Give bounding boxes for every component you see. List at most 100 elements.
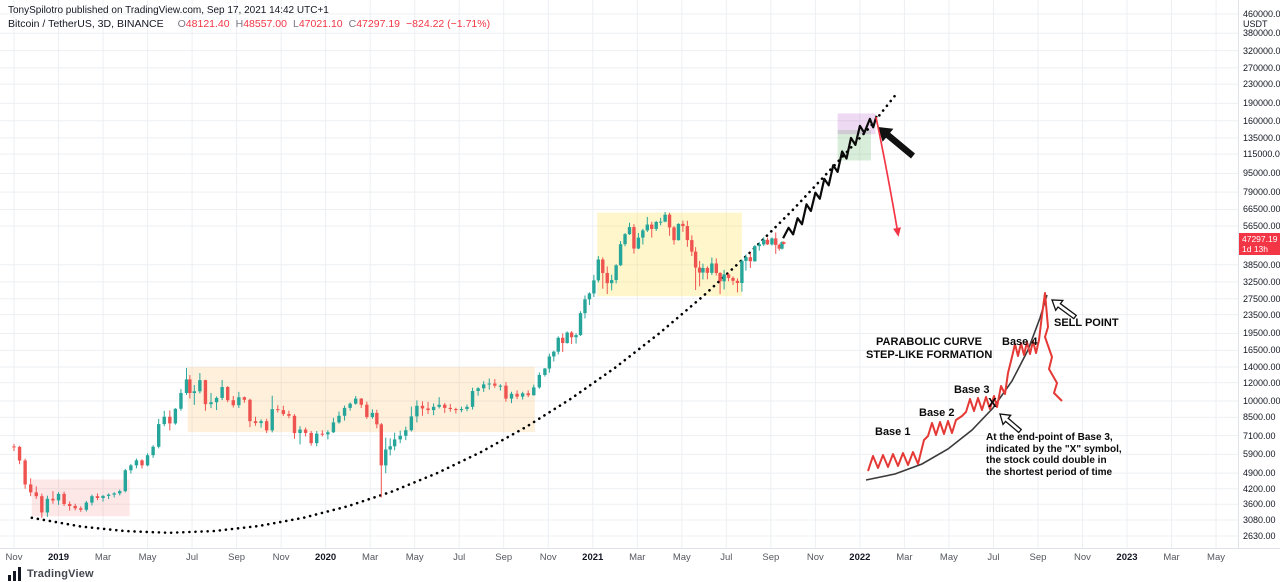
candle-body (51, 498, 55, 501)
price-axis-label: 66500.00 (1243, 204, 1280, 215)
candle-body (184, 379, 189, 394)
price-axis-label: 38500.00 (1243, 259, 1280, 270)
candle-body (145, 455, 150, 466)
time-axis-month-label: Mar (1163, 552, 1180, 563)
symbol-ohlc-line: Bitcoin / TetherUS, 3D, BINANCE O48121.40… (8, 17, 490, 31)
inset-parabola-curve[interactable] (865, 294, 1048, 481)
chart-pane[interactable]: TonySpilotro published on TradingView.co… (0, 0, 1238, 548)
candle-body (632, 227, 636, 249)
price-axis-label: 460000.00 (1243, 9, 1280, 19)
candle-body (757, 244, 761, 247)
candle-body (722, 274, 726, 282)
inset-base2-label: Base 2 (919, 407, 955, 419)
candle-body (225, 387, 230, 401)
inset-note-line1: At the end-point of Base 3, (986, 432, 1113, 443)
symbol-title[interactable]: Bitcoin / TetherUS, 3D, BINANCE (8, 18, 164, 30)
candle-body (309, 432, 313, 444)
candle-body (112, 493, 116, 495)
candle-body (298, 429, 302, 434)
time-axis-month-label: Jul (987, 552, 1000, 563)
parabolic-dotted-curve[interactable] (30, 93, 897, 535)
candle-body (601, 259, 605, 273)
candle-body (370, 412, 375, 417)
price-axis[interactable]: USDT 47297.19 1d 13h 460000.00 380000.00 3… (1238, 0, 1280, 548)
candle-body (481, 384, 486, 389)
candle-body (443, 404, 447, 408)
candle-body (596, 259, 601, 281)
candle-body (40, 496, 44, 513)
candle-body (770, 238, 774, 245)
price-axis-label: 3600.00 (1243, 499, 1276, 510)
candle-body (561, 337, 565, 344)
red-drop-arrow-line[interactable] (875, 116, 898, 229)
price-axis-label: 79000.00 (1243, 187, 1280, 198)
candle-body (753, 246, 757, 262)
ohlc-value: 48121.40 (185, 18, 230, 30)
candle-body (672, 227, 676, 241)
candle-body (569, 332, 574, 338)
candle-body (287, 414, 291, 416)
price-axis-label: 190000.00 (1243, 98, 1280, 109)
price-axis-label: 2630.00 (1243, 531, 1276, 541)
time-axis-month-label: Nov (272, 552, 290, 563)
candle-body (578, 313, 583, 336)
candle-body (168, 416, 172, 424)
price-axis-label: 160000.00 (1243, 115, 1280, 126)
candle-body (188, 379, 192, 394)
target-box-purple[interactable] (837, 113, 876, 135)
candle-body (353, 398, 358, 404)
projection-sketch[interactable] (782, 115, 878, 239)
candle-body (565, 332, 569, 344)
ohlc-key: O (177, 18, 186, 30)
candle-body (123, 470, 127, 492)
inset-x-marker: X (988, 395, 997, 410)
time-axis-month-label: Mar (896, 552, 913, 563)
candle-body (498, 385, 503, 387)
candle-body (780, 242, 784, 249)
time-axis-month-label: Jul (720, 552, 733, 563)
inset-note-text: At the end-point of Base 3, indicated by… (986, 432, 1122, 478)
candle-body (415, 405, 419, 417)
black-arrow[interactable] (878, 127, 915, 159)
candle-body (645, 224, 649, 231)
price-axis-label: 270000.00 (1243, 62, 1280, 73)
candle-body (384, 449, 388, 466)
candle-body (537, 374, 542, 388)
candle-body (237, 397, 241, 406)
candle-body (106, 494, 111, 496)
candle-body (129, 465, 133, 471)
candle-body (592, 280, 596, 294)
candle-body (337, 415, 341, 423)
candle-body (710, 263, 714, 273)
candle-body (209, 402, 213, 405)
inset-step-pattern[interactable] (867, 292, 1063, 472)
tradingview-brand[interactable]: TradingView (8, 567, 94, 581)
chart-canvas[interactable] (0, 0, 1238, 548)
candle-body (34, 492, 38, 497)
published-byline: TonySpilotro published on TradingView.co… (8, 5, 329, 16)
candle-body (574, 335, 578, 338)
candle-body (134, 460, 139, 466)
candle-body (476, 388, 480, 392)
candle-body (587, 293, 592, 300)
time-axis[interactable]: Nov 2019 Mar May Jul Sep Nov 2020 Mar May Jul Sep No… (0, 548, 1280, 567)
candle-body (320, 433, 325, 435)
inset-arrow-to-x (999, 413, 1023, 434)
inset-base4-label: Base 4 (1002, 336, 1038, 348)
candle-body (28, 484, 33, 493)
candle-body (359, 398, 363, 405)
candle-body (583, 299, 587, 314)
candle-body (547, 356, 552, 369)
candle-body (650, 224, 654, 229)
candle-body (259, 421, 263, 424)
price-axis-label: 115000.00 (1243, 149, 1280, 160)
candle-body (526, 393, 530, 396)
candle-body (173, 408, 178, 424)
price-axis-label: 135000.00 (1243, 132, 1280, 143)
candle-body (454, 408, 458, 411)
inset-note-line2: indicated by the "X" symbol, (986, 443, 1122, 455)
price-axis-label: 32500.00 (1243, 276, 1280, 287)
candle-body (398, 435, 402, 440)
price-axis-unit: USDT (1243, 19, 1268, 29)
